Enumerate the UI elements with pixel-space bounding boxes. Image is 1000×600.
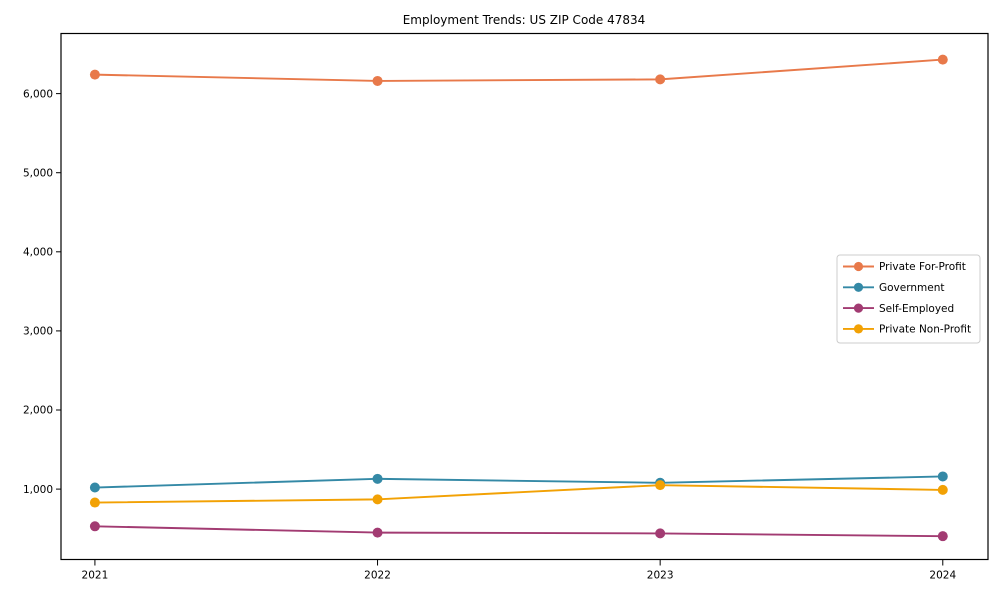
x-tick-label: 2023 [647,570,674,582]
x-tick-label: 2021 [82,570,109,582]
legend-box [836,254,981,344]
data-point [937,54,948,65]
legend-marker [853,261,864,272]
legend-marker [853,282,864,292]
data-point [937,531,948,542]
series-line [94,484,943,504]
series-line [94,525,943,538]
data-point [89,521,100,532]
legend-label: Government [879,282,944,294]
data-point [655,480,666,491]
data-point [937,484,948,495]
y-tick-label: 3,000 [23,326,53,338]
data-point [372,527,383,538]
data-point [372,494,383,505]
legend-marker [853,324,864,334]
y-tick-label: 4,000 [23,247,53,259]
series-line [94,58,943,82]
legend-label: Self-Employed [879,303,954,315]
y-tick-label: 5,000 [23,167,53,179]
y-tick-label: 1,000 [23,484,53,496]
legend-marker [853,303,864,313]
data-point [372,75,383,86]
legend-label: Private For-Profit [879,261,966,273]
data-point [655,528,666,539]
series-line [94,475,943,489]
data-point [89,497,100,508]
chart-title: Employment Trends: US ZIP Code 47834 [402,13,646,27]
data-point [372,473,383,484]
x-tick-label: 2022 [364,570,391,582]
data-point [937,471,948,482]
data-point [89,482,100,493]
data-point [89,69,100,80]
data-point [655,74,666,85]
plot-border [60,32,989,561]
x-tick-label: 2024 [929,570,956,582]
legend-label: Private Non-Profit [879,324,971,336]
y-tick-label: 2,000 [23,405,53,417]
y-tick-label: 6,000 [23,88,53,100]
